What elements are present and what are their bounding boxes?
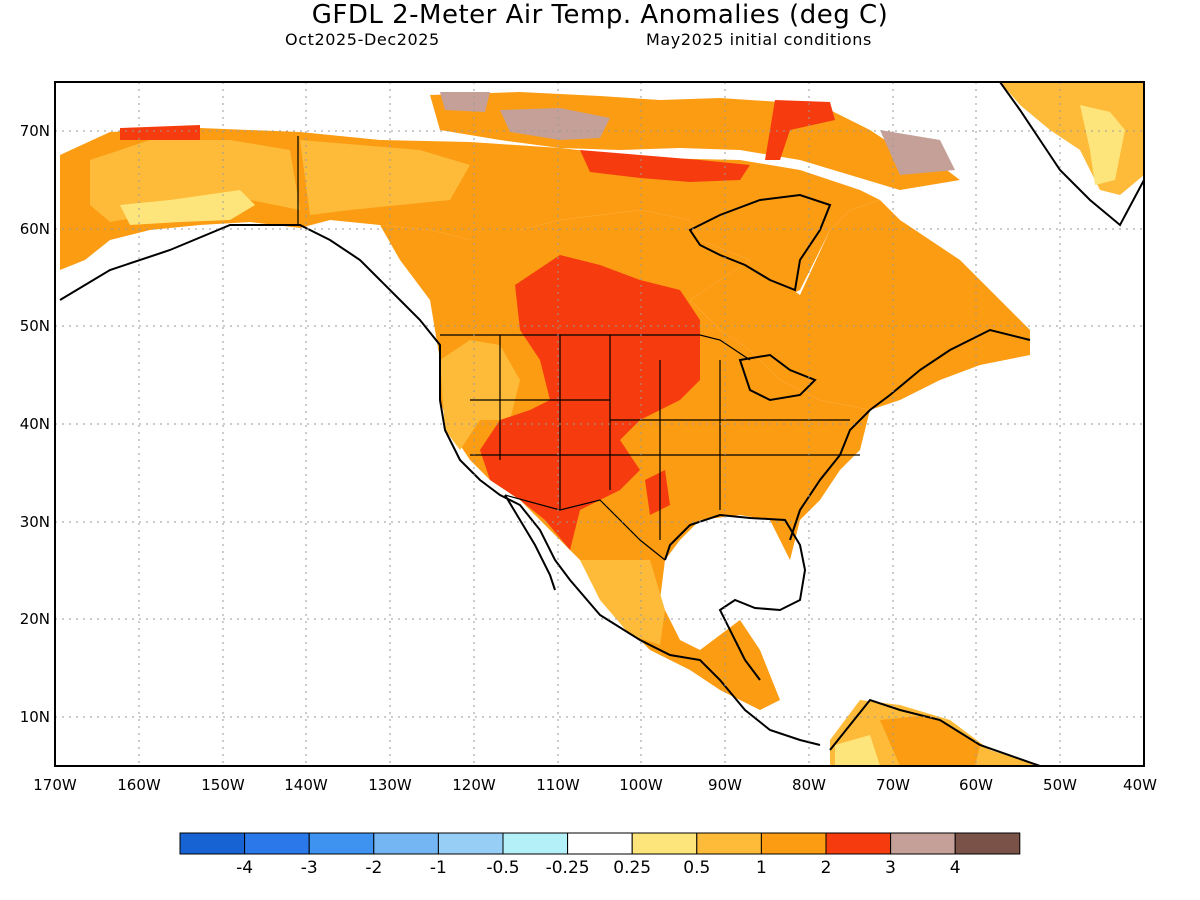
colorbar-swatch	[179, 832, 246, 855]
anomaly-region-alaska-pale	[90, 140, 300, 222]
lon-label: 110W	[536, 776, 580, 794]
lat-label: 40N	[20, 415, 50, 433]
colorbar-label: -3	[301, 858, 318, 878]
colorbar-labels: -4 -3 -2 -1 -0.5 -0.25 0.25 0.5 1 2 3 4	[236, 858, 960, 878]
lon-label: 130W	[368, 776, 412, 794]
colorbar-label: -0.5	[486, 858, 519, 878]
lon-label: 120W	[452, 776, 496, 794]
anomaly-region-mexico-light	[580, 560, 665, 645]
forecast-period: Oct2025-Dec2025	[285, 30, 440, 49]
anomaly-region-eastern-canada	[690, 200, 1030, 410]
colorbar-swatch	[567, 832, 633, 855]
anomaly-region-south-america-orange	[880, 715, 980, 766]
colorbar-label: 2	[821, 858, 832, 878]
east-coastline	[789, 328, 1031, 541]
anomaly-region-arctic-red	[580, 150, 750, 182]
lon-label: 160W	[117, 776, 161, 794]
colorbar-label: 3	[885, 858, 896, 878]
colorbar-swatch	[760, 832, 827, 855]
greenland-coastline	[999, 82, 1144, 227]
colorbar-label: -1	[430, 858, 447, 878]
colorbar-swatch	[825, 832, 892, 855]
colorbar-swatch	[631, 832, 698, 855]
colorbar-swatches	[179, 832, 1021, 855]
lon-label: 80W	[792, 776, 826, 794]
baja-coastline	[504, 494, 556, 591]
gulf-coastline	[664, 513, 807, 681]
colorbar-label: -2	[365, 858, 382, 878]
lon-label: 60W	[959, 776, 993, 794]
lon-label: 150W	[201, 776, 245, 794]
colorbar-swatch	[244, 832, 310, 855]
us-canada-border	[440, 334, 751, 361]
lat-label: 50N	[20, 317, 50, 335]
state-lines	[470, 335, 860, 540]
lat-label: 60N	[20, 220, 50, 238]
south-america-coastline	[829, 698, 1041, 766]
colorbar-label: 0.5	[683, 858, 710, 878]
us-mexico-border	[504, 494, 666, 561]
colorbar: -4 -3 -2 -1 -0.5 -0.25 0.25 0.5 1 2 3 4	[179, 832, 1021, 878]
colorbar-label: 0.25	[613, 858, 651, 878]
map-frame	[54, 81, 1145, 767]
lon-label: 140W	[284, 776, 328, 794]
anomaly-region-alaska-yellow	[120, 190, 255, 225]
anomaly-region-alaska-red	[120, 125, 200, 140]
lat-label: 20N	[20, 610, 50, 628]
anomaly-region-baffin-red	[765, 100, 835, 160]
colorbar-label: 4	[950, 858, 961, 878]
colorbar-swatch	[954, 832, 1021, 855]
lat-label: 10N	[20, 708, 50, 726]
anomaly-region-arctic-brown-3	[880, 130, 955, 175]
great-lakes	[738, 353, 817, 402]
alaska-coastline	[59, 224, 821, 746]
borders	[297, 136, 860, 561]
anomaly-region-southern-red	[645, 470, 670, 515]
colorbar-label: -0.25	[546, 858, 590, 878]
coastlines	[59, 82, 1144, 766]
colorbar-swatch	[373, 832, 439, 855]
colorbar-label: -4	[236, 858, 253, 878]
latitude-labels: 70N 60N 50N 40N 30N 20N 10N	[20, 122, 50, 726]
anomaly-region-greenland-yellow	[1080, 105, 1125, 185]
hudson-bay-coastline	[688, 193, 832, 292]
anomaly-region-south-america-yellow	[835, 735, 880, 766]
anomaly-region-arctic-brown	[500, 108, 610, 140]
colorbar-swatch	[502, 832, 569, 855]
lon-label: 70W	[876, 776, 910, 794]
lon-label: 170W	[33, 776, 77, 794]
colorbar-swatch	[696, 832, 762, 855]
lat-label: 30N	[20, 513, 50, 531]
lon-label: 90W	[708, 776, 742, 794]
lon-label: 100W	[619, 776, 663, 794]
initial-conditions: May2025 initial conditions	[646, 30, 872, 49]
colorbar-swatch	[890, 832, 956, 855]
map-gridlines	[55, 82, 1144, 766]
colorbar-swatch	[308, 832, 375, 855]
anomaly-region-arctic-brown-2	[440, 92, 490, 112]
lat-label: 70N	[20, 122, 50, 140]
lon-label: 40W	[1123, 776, 1157, 794]
lon-label: 50W	[1043, 776, 1077, 794]
anomaly-region-great-plains-red	[480, 255, 700, 550]
colorbar-label: 1	[756, 858, 767, 878]
anomaly-region-yukon	[300, 140, 470, 215]
colorbar-swatch	[437, 832, 504, 855]
longitude-labels: 170W 160W 150W 140W 130W 120W 110W 100W …	[33, 776, 1157, 794]
map-title: GFDL 2-Meter Air Temp. Anomalies (deg C)	[311, 0, 889, 30]
